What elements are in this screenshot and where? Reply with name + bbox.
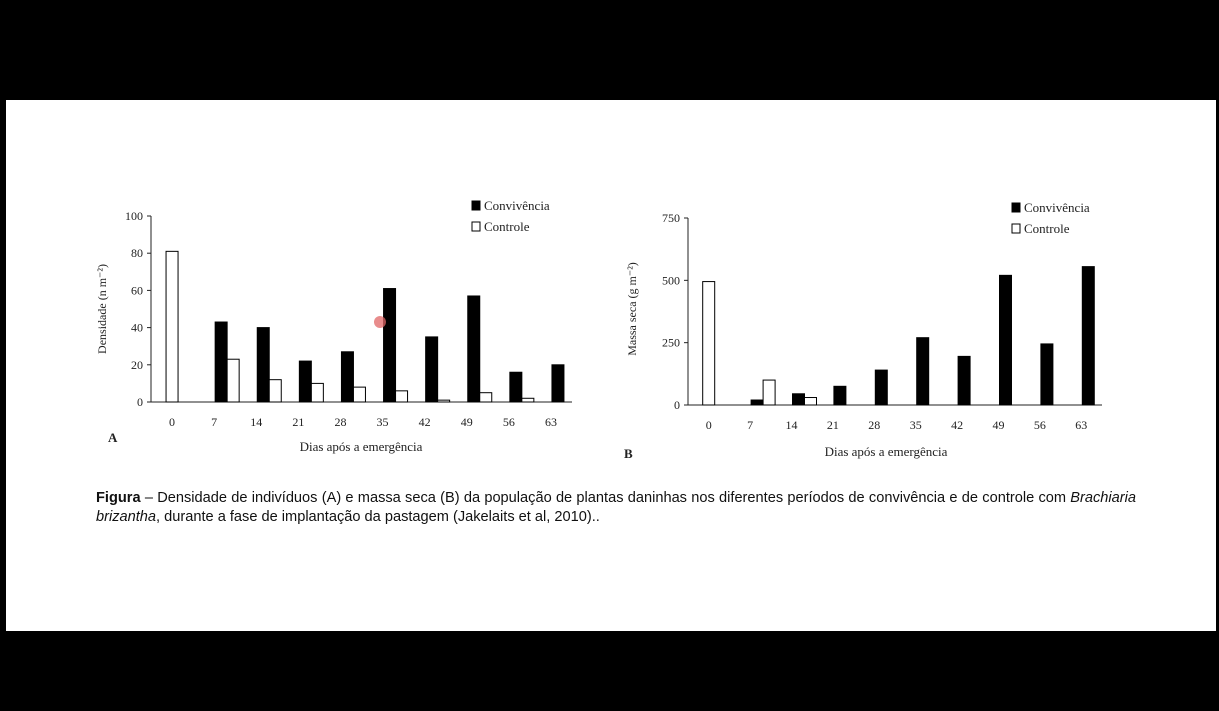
chart-a-bar-controle	[268, 379, 282, 403]
chart-a-x-tick-label: 56	[503, 415, 515, 429]
chart-a-x-tick-label: 21	[292, 415, 304, 429]
chart-a-bar-controle	[165, 250, 179, 403]
chart-a-bar-convivencia	[383, 288, 397, 403]
chart-b-bar-convivencia	[750, 399, 764, 406]
video-letterbox-top	[0, 0, 1219, 100]
chart-a-y-tick-label: 0	[137, 395, 143, 409]
chart-b-bar-convivencia	[833, 385, 847, 406]
video-letterbox-bottom	[0, 631, 1219, 711]
chart-a-bar-convivencia	[214, 321, 228, 403]
chart-a-x-tick-label: 28	[334, 415, 346, 429]
chart-b-x-tick-label: 14	[786, 418, 798, 432]
chart-b-legend-swatch	[1011, 223, 1021, 234]
chart-b-bar-convivencia	[874, 369, 888, 406]
chart-a-bar-controle	[395, 390, 409, 403]
chart-a-bar-convivencia	[256, 327, 270, 403]
chart-b-x-tick-label: 42	[951, 418, 963, 432]
chart-a-x-tick-label: 14	[250, 415, 262, 429]
chart-a-x-tick-label: 63	[545, 415, 557, 429]
caption-text-1: – Densidade de indivíduos (A) e massa se…	[140, 490, 1071, 506]
figure-caption: Figura – Densidade de indivíduos (A) e m…	[96, 489, 1136, 527]
chart-a-bar-convivencia	[467, 295, 481, 403]
chart-b-x-tick-label: 21	[827, 418, 839, 432]
chart-a-y-tick-label: 20	[131, 358, 143, 372]
chart-a-y-tick-label: 40	[131, 321, 143, 335]
chart-a-legend-swatch	[471, 221, 481, 232]
chart-a-panel-label: A	[108, 430, 118, 445]
chart-b-x-tick-label: 0	[706, 418, 712, 432]
chart-a-x-tick-label: 7	[211, 415, 217, 429]
chart-b-y-tick-label: 500	[662, 273, 680, 287]
chart-b-bar-convivencia	[957, 355, 971, 406]
chart-b-x-tick-label: 63	[1075, 418, 1087, 432]
laser-pointer-dot	[374, 316, 386, 328]
chart-a-y-tick-label: 100	[125, 209, 143, 223]
chart-b-legend-swatch	[1011, 202, 1021, 213]
chart-a-bar-controle	[310, 382, 324, 403]
chart-b-legend-label: Convivência	[1024, 200, 1090, 215]
chart-a-bar-controle	[479, 392, 493, 403]
chart-b-bar-controle	[702, 281, 716, 406]
chart-b-bar-controle	[762, 379, 776, 406]
chart-a-y-tick-label: 80	[131, 246, 143, 260]
chart-a-x-tick-label: 49	[461, 415, 473, 429]
chart-b-x-tick-label: 56	[1034, 418, 1046, 432]
chart-b-x-tick-label: 35	[910, 418, 922, 432]
chart-a-bar-convivencia	[298, 360, 312, 403]
chart-a-legend-swatch	[471, 200, 481, 211]
chart-a-legend-label: Controle	[484, 219, 530, 234]
chart-a-density: A Dias após a emergência Densidade (n m⁻…	[95, 198, 572, 454]
chart-b-bar-convivencia	[1081, 266, 1095, 406]
chart-b-ylabel: Massa seca (g m⁻²)	[625, 262, 639, 356]
chart-b-dry-mass: B Dias após a emergência Massa seca (g m…	[624, 200, 1102, 461]
chart-b-bar-convivencia	[792, 393, 805, 406]
chart-b-legend-label: Controle	[1024, 221, 1070, 236]
caption-label: Figura	[96, 490, 141, 506]
chart-b-x-tick-label: 49	[993, 418, 1005, 432]
chart-a-bar-controle	[521, 397, 535, 403]
chart-b-y-tick-label: 250	[662, 336, 680, 350]
chart-a-bar-controle	[437, 399, 451, 403]
chart-a-bar-controle	[352, 386, 366, 403]
chart-b-bar-convivencia	[916, 337, 930, 406]
chart-b-x-tick-label: 7	[747, 418, 753, 432]
chart-a-x-tick-label: 42	[419, 415, 431, 429]
chart-a-x-tick-label: 0	[169, 415, 175, 429]
chart-a-bar-convivencia	[551, 364, 565, 403]
chart-a-bar-controle	[226, 358, 240, 403]
chart-b-bar-convivencia	[999, 274, 1012, 406]
slide	[6, 100, 1216, 631]
chart-b-xlabel: Dias após a emergência	[825, 444, 948, 459]
chart-b-y-tick-label: 0	[674, 398, 680, 412]
chart-a-ylabel: Densidade (n m⁻²)	[95, 264, 109, 354]
chart-b-panel-label: B	[624, 446, 633, 461]
chart-b-bar-convivencia	[1040, 343, 1054, 406]
chart-a-xlabel: Dias após a emergência	[300, 439, 423, 454]
chart-b-y-tick-label: 750	[662, 211, 680, 225]
chart-a-legend-label: Convivência	[484, 198, 550, 213]
chart-a-x-tick-label: 35	[377, 415, 389, 429]
chart-a-bar-convivencia	[425, 336, 439, 403]
chart-b-bar-controle	[804, 397, 817, 406]
chart-a-bar-convivencia	[509, 371, 523, 403]
chart-a-bar-convivencia	[340, 351, 354, 403]
chart-a-y-tick-label: 60	[131, 283, 143, 297]
caption-species: Brachiaria brizantha	[96, 490, 1136, 525]
chart-b-x-tick-label: 28	[868, 418, 880, 432]
caption-text-2: , durante a fase de implantação da pasta…	[156, 509, 600, 525]
